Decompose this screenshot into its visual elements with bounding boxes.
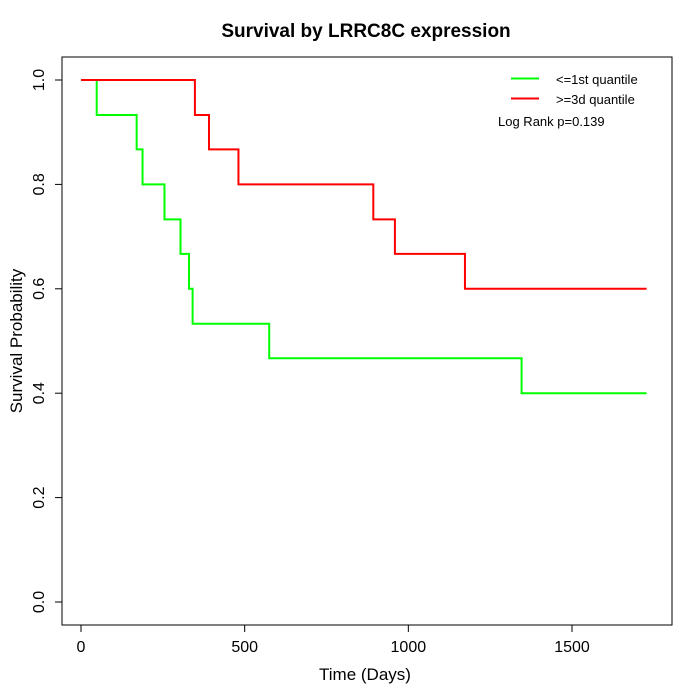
survival-curve-3d-quantile (81, 79, 647, 290)
x-tick-label: 0 (77, 639, 86, 656)
x-axis-label: Time (Days) (319, 665, 411, 684)
chart-title: Survival by LRRC8C expression (221, 21, 510, 42)
x-tick-label: 1000 (391, 639, 427, 656)
y-tick-label: 0.4 (31, 382, 48, 404)
survival-curve-1st-quantile (81, 79, 647, 395)
y-axis-ticks: 0.0 0.2 0.4 0.6 0.8 1.0 (31, 69, 62, 613)
x-tick-label: 500 (231, 639, 258, 656)
y-tick-label: 1.0 (31, 69, 48, 91)
y-tick-label: 0.8 (31, 173, 48, 195)
legend-label-3d-quantile: >=3d quantile (556, 92, 635, 107)
x-axis-ticks: 0 500 1000 1500 (77, 625, 590, 656)
log-rank-annotation: Log Rank p=0.139 (498, 114, 605, 129)
legend-label-1st-quantile: <=1st quantile (556, 72, 638, 87)
legend: <=1st quantile >=3d quantile (511, 72, 638, 107)
y-tick-label: 0.6 (31, 278, 48, 300)
y-tick-label: 0.2 (31, 486, 48, 508)
survival-curves (81, 79, 647, 395)
y-tick-label: 0.0 (31, 591, 48, 613)
plot-box (61, 56, 673, 626)
y-axis-label: Survival Probability (7, 268, 26, 413)
x-tick-label: 1500 (554, 639, 590, 656)
